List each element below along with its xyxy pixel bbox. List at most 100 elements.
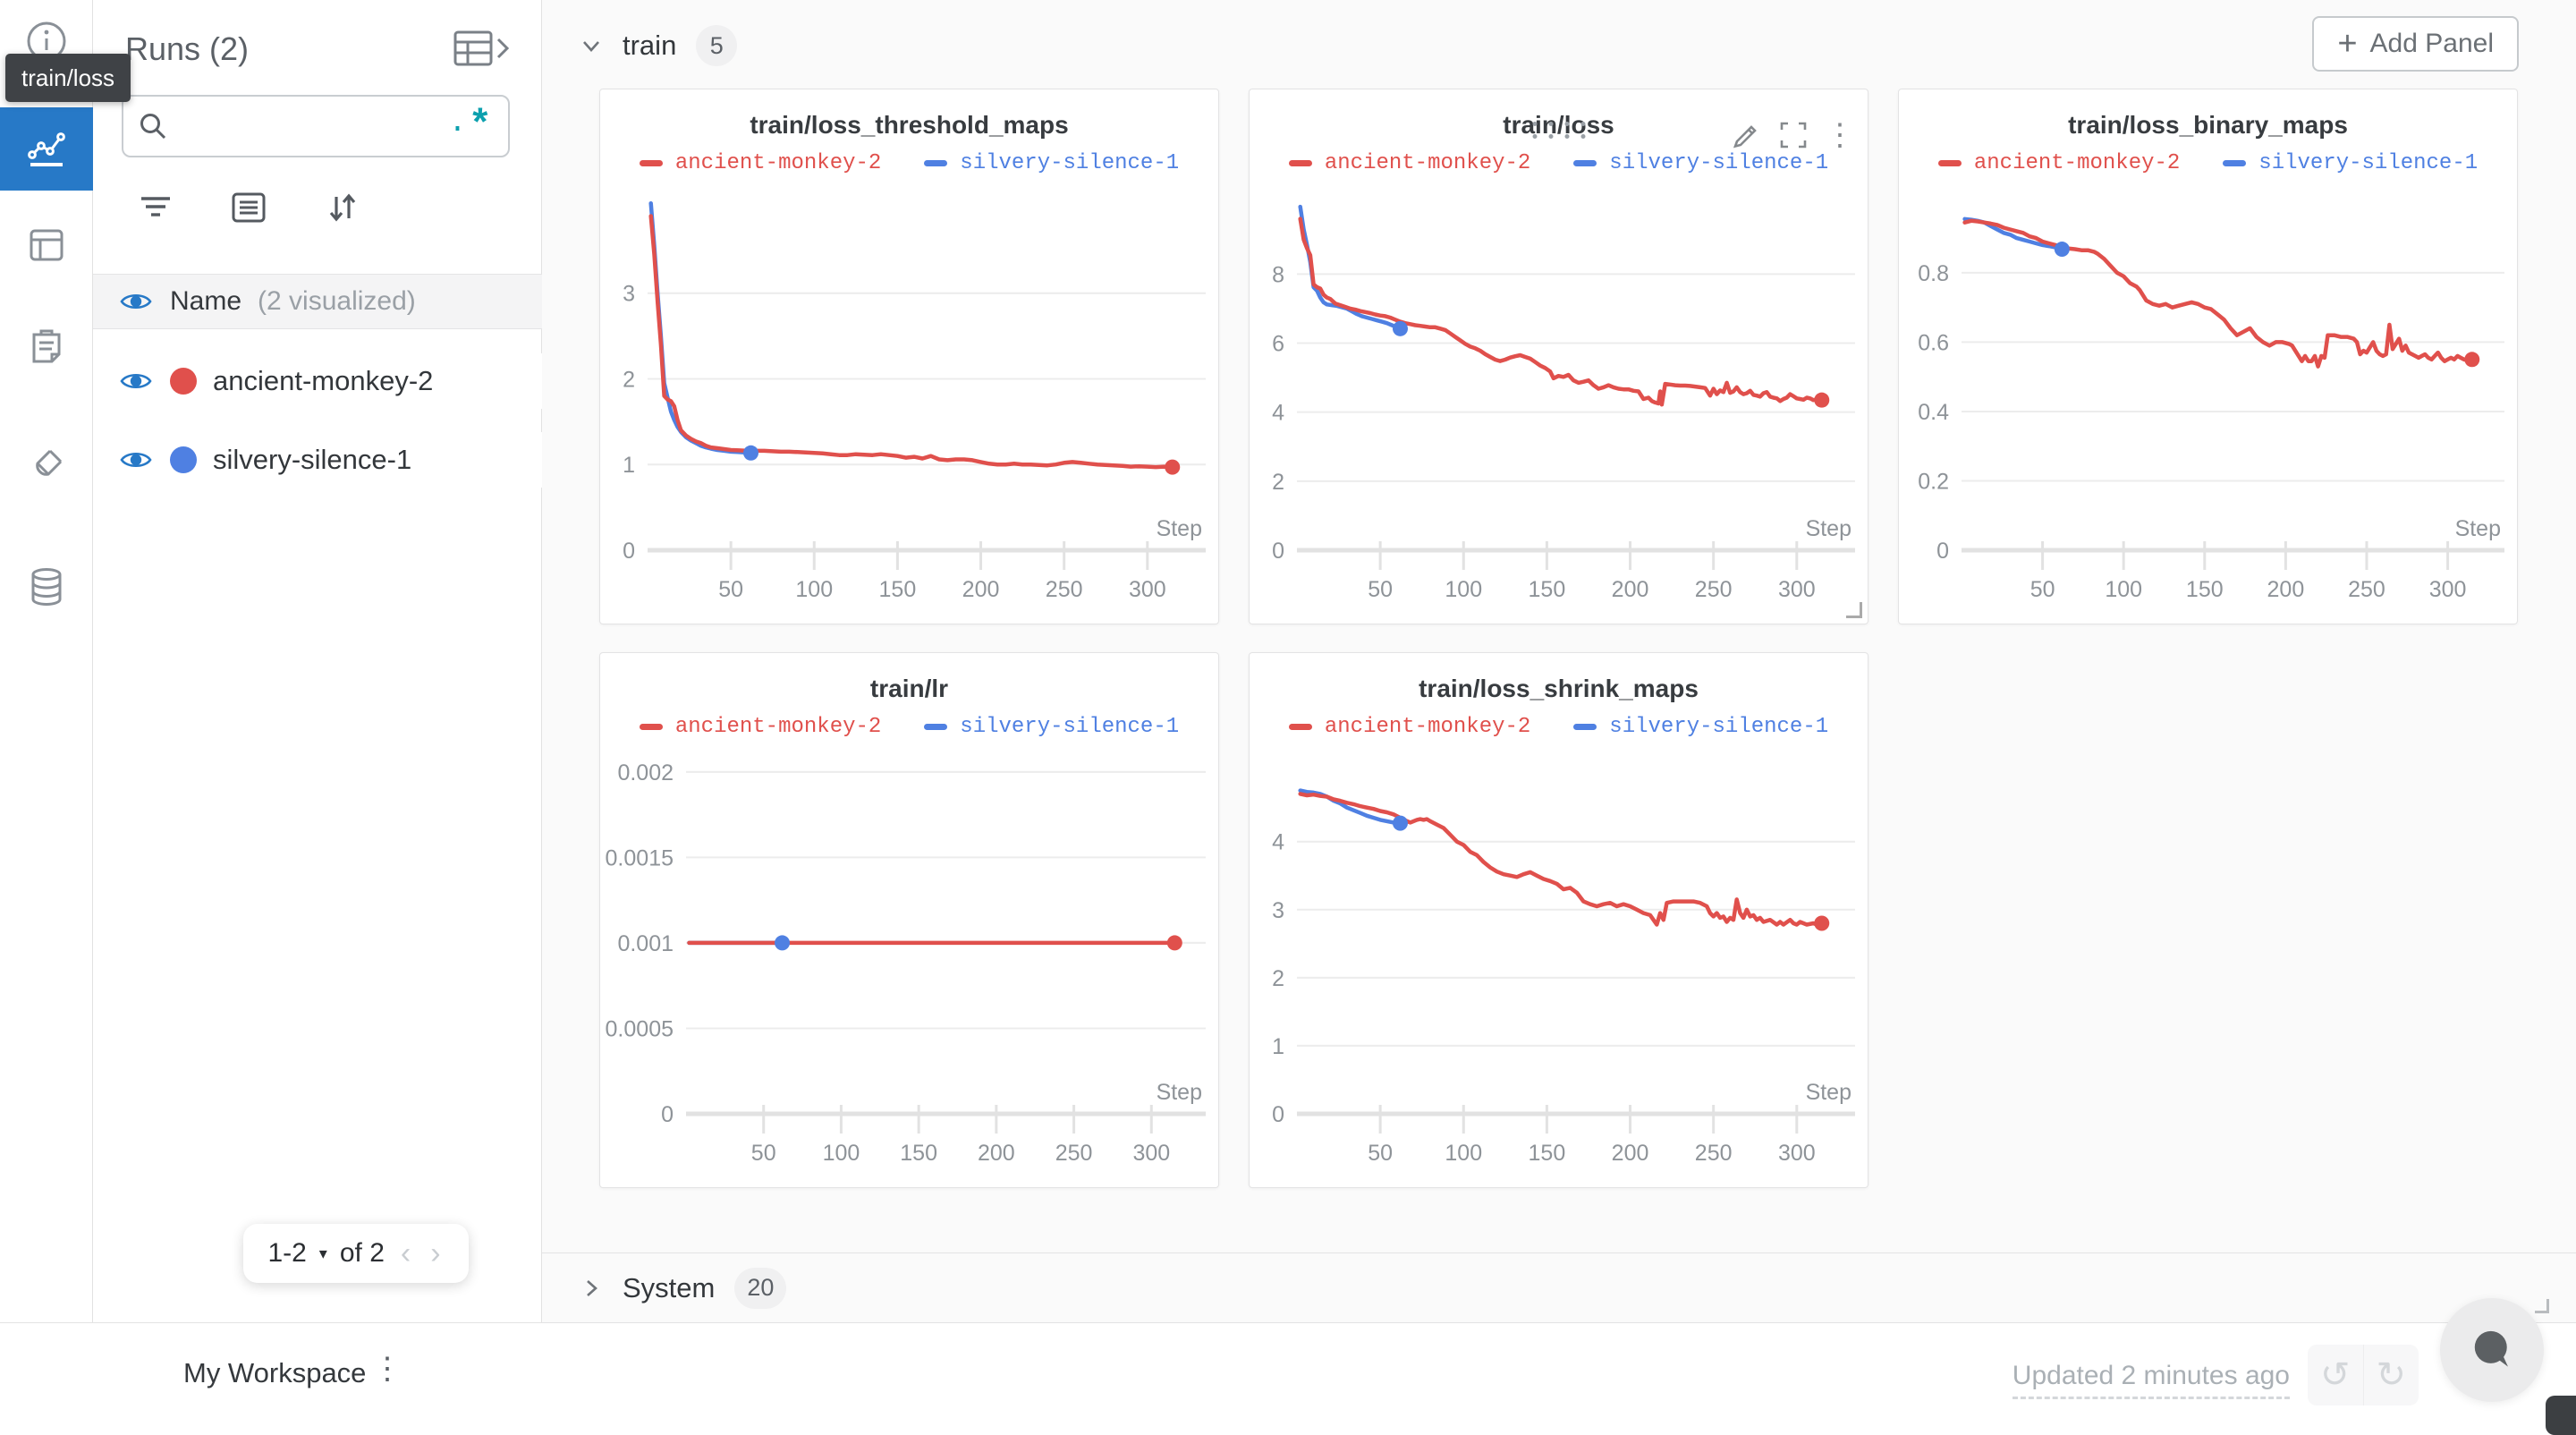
chart-canvas[interactable]: 0 0.2 0.4 0.6 0.8 50 100 150 200 250 300 Step bbox=[1899, 179, 2517, 620]
nav-item-charts[interactable] bbox=[0, 107, 93, 191]
chat-button[interactable] bbox=[2440, 1298, 2544, 1402]
chart-legend: ancient-monkey-2 silvery-silence-1 bbox=[1899, 145, 2517, 181]
chart-panel[interactable]: train/lr ancient-monkey-2 silvery-silence-… bbox=[599, 652, 1219, 1188]
panel-drag-handle[interactable] bbox=[1532, 122, 1585, 139]
svg-text:200: 200 bbox=[1612, 577, 1649, 602]
legend-item[interactable]: silvery-silence-1 bbox=[1573, 715, 1828, 739]
svg-text:100: 100 bbox=[2105, 577, 2142, 602]
sort-icon bbox=[329, 193, 356, 222]
legend-dash-icon bbox=[1573, 159, 1597, 166]
run-row[interactable]: ancient-monkey-2 bbox=[93, 353, 542, 409]
svg-text:200: 200 bbox=[2267, 577, 2305, 602]
filter-button[interactable] bbox=[136, 188, 175, 227]
svg-text:300: 300 bbox=[1778, 577, 1816, 602]
pagination-range[interactable]: 1-2 bbox=[267, 1238, 307, 1268]
broom-icon bbox=[36, 449, 63, 476]
chart-canvas[interactable]: 0 2 4 6 8 50 100 150 200 250 300 Step bbox=[1250, 179, 1868, 620]
svg-text:250: 250 bbox=[1055, 1141, 1093, 1166]
svg-text:2: 2 bbox=[1272, 966, 1284, 991]
chart-panel[interactable]: train/loss_binary_maps ancient-monkey-2 si… bbox=[1898, 89, 2518, 624]
svg-text:100: 100 bbox=[1445, 1141, 1482, 1166]
run-name[interactable]: silvery-silence-1 bbox=[213, 444, 412, 475]
section-header-train[interactable]: train 5 bbox=[580, 25, 738, 66]
undo-redo-group: ↺ ↻ bbox=[2308, 1345, 2419, 1405]
footer-bar: My Workspace ⋮ Updated 2 minutes ago ↺ ↻ bbox=[0, 1298, 2576, 1435]
panel-resize-handle[interactable] bbox=[1846, 602, 1862, 618]
eye-icon[interactable] bbox=[118, 442, 154, 478]
regex-toggle-icon[interactable]: .* bbox=[448, 104, 494, 149]
panel-menu-icon[interactable]: ⋮ bbox=[1825, 118, 1855, 152]
expand-run-table-button[interactable] bbox=[452, 27, 511, 70]
add-panel-button[interactable]: + Add Panel bbox=[2312, 16, 2519, 72]
svg-text:4: 4 bbox=[1272, 401, 1284, 426]
svg-text:50: 50 bbox=[1368, 577, 1393, 602]
nav-item-logs[interactable] bbox=[0, 306, 93, 388]
svg-text:150: 150 bbox=[1529, 577, 1566, 602]
undo-icon[interactable]: ↺ bbox=[2308, 1345, 2364, 1405]
column-header-name[interactable]: Name bbox=[170, 286, 242, 316]
series-line-ancient-monkey-2 bbox=[1962, 218, 2475, 369]
section-resize-handle[interactable] bbox=[2535, 1299, 2549, 1313]
eye-icon[interactable] bbox=[118, 363, 154, 399]
legend-dash-icon bbox=[924, 159, 948, 166]
nav-item-artifacts[interactable] bbox=[0, 546, 93, 628]
updated-status[interactable]: Updated 2 minutes ago bbox=[2012, 1361, 2290, 1399]
workspace-title[interactable]: My Workspace bbox=[183, 1357, 367, 1388]
series-line-ancient-monkey-2 bbox=[1298, 217, 1824, 407]
group-button[interactable] bbox=[229, 188, 268, 227]
legend-item[interactable]: ancient-monkey-2 bbox=[1288, 151, 1530, 175]
redo-icon[interactable]: ↻ bbox=[2376, 1355, 2406, 1395]
nav-item-sweeps[interactable] bbox=[0, 424, 93, 506]
chart-canvas[interactable]: 0 1 2 3 50 100 150 200 250 300 Step bbox=[600, 179, 1218, 620]
pagination-prev-icon[interactable]: ‹ bbox=[400, 1235, 411, 1270]
series-end-dot-ancient-monkey-2 bbox=[2464, 352, 2480, 368]
svg-text:100: 100 bbox=[823, 1141, 860, 1166]
legend-item[interactable]: silvery-silence-1 bbox=[924, 151, 1179, 175]
legend-item[interactable]: silvery-silence-1 bbox=[1573, 151, 1828, 175]
workspace-menu-icon[interactable]: ⋮ bbox=[372, 1352, 402, 1386]
pagination-caret-icon[interactable]: ▾ bbox=[318, 1244, 327, 1262]
fullscreen-icon[interactable] bbox=[1778, 120, 1809, 150]
section-label[interactable]: System bbox=[623, 1271, 716, 1303]
run-search-input[interactable] bbox=[168, 112, 449, 140]
legend-dash-icon bbox=[639, 159, 663, 166]
svg-text:0: 0 bbox=[1936, 539, 1949, 564]
edit-panel-icon[interactable] bbox=[1732, 120, 1762, 150]
legend-run-name: ancient-monkey-2 bbox=[674, 150, 882, 175]
database-icon bbox=[31, 568, 62, 607]
legend-run-name: ancient-monkey-2 bbox=[674, 714, 882, 739]
legend-item[interactable]: ancient-monkey-2 bbox=[1288, 715, 1530, 739]
run-list-header: Name (2 visualized) bbox=[93, 274, 542, 329]
legend-item[interactable]: ancient-monkey-2 bbox=[1937, 150, 2181, 175]
svg-text:1: 1 bbox=[623, 453, 635, 478]
section-label[interactable]: train bbox=[623, 30, 677, 61]
legend-dash-icon bbox=[924, 723, 948, 730]
chevron-right-icon bbox=[587, 1279, 597, 1296]
chart-panel[interactable]: train/loss_threshold_maps ancient-monkey-… bbox=[599, 89, 1219, 624]
section-header-system[interactable]: System 20 bbox=[542, 1252, 2576, 1322]
pagination: 1-2 ▾ of 2 ‹ › bbox=[243, 1224, 469, 1283]
series-end-dot-ancient-monkey-2 bbox=[1814, 392, 1830, 408]
svg-text:2: 2 bbox=[1272, 470, 1284, 495]
chart-canvas[interactable]: 0 0.0005 0.001 0.0015 0.002 50 100 150 200 250 300… bbox=[600, 743, 1218, 1184]
chart-canvas[interactable]: 0 1 2 3 4 50 100 150 200 250 300 Step bbox=[1250, 743, 1868, 1184]
svg-text:300: 300 bbox=[1778, 1141, 1816, 1166]
legend-run-name: ancient-monkey-2 bbox=[1973, 150, 2181, 175]
legend-item[interactable]: silvery-silence-1 bbox=[924, 715, 1179, 739]
chart-title: train/lr bbox=[869, 675, 949, 702]
run-name[interactable]: ancient-monkey-2 bbox=[213, 365, 434, 396]
chart-panel[interactable]: train/loss ancient-monkey-2 silvery-silenc… bbox=[1249, 89, 1868, 624]
nav-item-table[interactable] bbox=[0, 204, 93, 286]
legend-item[interactable]: silvery-silence-1 bbox=[2223, 151, 2478, 175]
run-list-controls bbox=[136, 188, 361, 227]
eye-icon[interactable] bbox=[118, 284, 154, 319]
chart-panel[interactable]: train/loss_shrink_maps ancient-monkey-2 si… bbox=[1249, 652, 1868, 1188]
series-end-dot-silvery-silence-1 bbox=[1392, 320, 1408, 336]
legend-item[interactable]: ancient-monkey-2 bbox=[639, 714, 882, 739]
tooltip: train/loss bbox=[5, 54, 131, 102]
sort-button[interactable] bbox=[322, 188, 361, 227]
legend-item[interactable]: ancient-monkey-2 bbox=[639, 150, 882, 175]
run-row[interactable]: silvery-silence-1 bbox=[93, 432, 542, 488]
pagination-next-icon[interactable]: › bbox=[430, 1235, 441, 1270]
run-color-dot bbox=[170, 368, 197, 395]
